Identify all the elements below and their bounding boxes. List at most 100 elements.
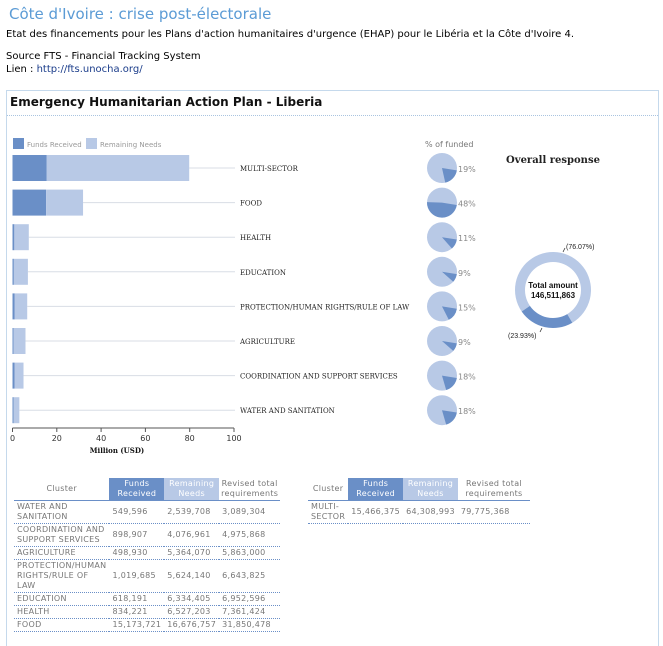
page-description: Etat des financements pour les Plans d'a…: [6, 29, 574, 40]
cell-remaining-needs: 16,676,757: [164, 618, 220, 632]
x-tick-label: 60: [140, 434, 150, 443]
percent-funded-pies: % of funded 19% 48% 11% 9% 15% 9% 18% 18%: [425, 140, 476, 426]
panel-title: Emergency Humanitarian Action Plan - Lib…: [10, 95, 323, 109]
col-remaining-needs: Remaining Needs: [403, 478, 458, 501]
bar-funds-received: [12, 362, 15, 389]
liberia-panel: Emergency Humanitarian Action Plan - Lib…: [6, 90, 659, 646]
cell-remaining-needs: 4,076,961: [164, 523, 220, 547]
cell-cluster: AGRICULTURE: [14, 546, 110, 560]
bar-category-label: HEALTH: [240, 234, 271, 242]
cell-funds-received: 898,907: [109, 523, 165, 547]
cell-remaining-needs: 5,364,070: [164, 546, 220, 560]
legend-label-funds: Funds Received: [27, 141, 82, 149]
bar-category-label: MULTI-SECTOR: [240, 165, 299, 173]
bar-remaining-needs: [13, 258, 28, 285]
table-row: EDUCATION 618,191 6,334,405 6,952,596: [14, 592, 281, 606]
cell-cluster: PROTECTION/HUMAN RIGHTS/RULE OF LAW: [14, 559, 110, 593]
col-funds-received: Funds Received: [348, 478, 404, 501]
cell-cluster: COORDINATION AND SUPPORT SERVICES: [14, 523, 110, 547]
bar-remaining-needs: [13, 328, 26, 354]
clusters-table: Cluster Funds Received Remaining Needs R…: [14, 478, 281, 632]
source-text: Source FTS - Financial Tracking System: [6, 51, 201, 62]
cell-cluster: WATER AND SANITATION: [14, 500, 110, 524]
cell-revised-total: 4,975,868: [219, 523, 281, 547]
cell-funds-received: 549,596: [109, 500, 165, 524]
page-title: Côte d'Ivoire : crise post-électorale: [9, 5, 272, 23]
table-row: PROTECTION/HUMAN RIGHTS/RULE OF LAW 1,019…: [14, 559, 281, 593]
x-tick-label: 20: [52, 434, 62, 443]
cell-revised-total: 5,863,000: [219, 546, 281, 560]
pie-funded-slice: [442, 237, 457, 249]
x-tick-label: 0: [10, 434, 15, 443]
bar-funds-received: [12, 328, 14, 354]
cell-funds-received: 834,221: [109, 605, 165, 619]
col-cluster: Cluster: [308, 478, 349, 501]
donut-center-value: 146,511,863: [531, 291, 576, 300]
cell-revised-total: 3,089,304: [219, 500, 281, 524]
col-revised-total: Revised total requirements: [457, 478, 530, 501]
panel-divider: [7, 115, 658, 116]
x-axis-title: Million (USD): [90, 446, 144, 455]
x-tick-label: 40: [96, 434, 106, 443]
cell-funds-received: 1,019,685: [109, 559, 165, 593]
bar-funds-received: [12, 293, 15, 320]
cell-remaining-needs: 6,334,405: [164, 592, 220, 606]
bar-funds-received: [12, 189, 47, 216]
charts-canvas: Funds Received Remaining Needs MULTI-SECTO…: [10, 138, 600, 455]
overall-response-donut: Overall response (76.07%) (23.93%) Total am…: [506, 155, 600, 340]
bar-remaining-needs: [14, 362, 24, 389]
cell-cluster: HEALTH: [14, 605, 110, 619]
cell-funds-received: 15,173,721: [109, 618, 165, 632]
bar-category-label: PROTECTION/HUMAN RIGHTS/RULE OF LAW: [240, 303, 410, 311]
bar-category-label: WATER AND SANITATION: [240, 407, 335, 415]
bar-remaining-needs: [13, 397, 20, 424]
table-row: COORDINATION AND SUPPORT SERVICES 898,907…: [14, 523, 281, 547]
cell-funds-received: 15,466,375: [348, 500, 404, 524]
donut-slice-funded: [521, 305, 573, 328]
cell-remaining-needs: 2,539,708: [164, 500, 220, 524]
bar-category-label: FOOD: [240, 200, 262, 208]
bar-category-label: COORDINATION AND SUPPORT SERVICES: [240, 373, 398, 381]
col-revised-total: Revised total requirements: [219, 478, 281, 501]
cell-revised-total: 7,361,424: [219, 605, 281, 619]
cell-cluster: MULTI-SECTOR: [308, 500, 349, 524]
pie-funded-slice: [442, 306, 457, 320]
cell-revised-total: 6,643,825: [219, 559, 281, 593]
donut-title: Overall response: [506, 155, 600, 166]
bar-category-label: EDUCATION: [240, 269, 286, 277]
donut-leader-remaining: [562, 247, 566, 253]
donut-label-remaining: (76.07%): [566, 244, 594, 251]
pie-percent-label: 15%: [458, 303, 476, 312]
table-row: FOOD 15,173,721 16,676,757 31,850,478: [14, 618, 281, 632]
cell-cluster: EDUCATION: [14, 592, 110, 606]
col-funds-received: Funds Received: [109, 478, 165, 501]
bar-remaining-needs: [14, 293, 28, 320]
pie-percent-label: 18%: [458, 407, 476, 416]
pie-funded-slice: [442, 341, 457, 351]
pie-percent-label: 18%: [458, 373, 476, 382]
cell-remaining-needs: 5,624,140: [164, 559, 220, 593]
pie-percent-label: 9%: [458, 338, 471, 347]
pie-funded-slice: [442, 410, 457, 425]
cell-revised-total: 6,952,596: [219, 592, 281, 606]
legend-label-remaining: Remaining Needs: [100, 141, 162, 149]
pie-percent-label: 48%: [458, 200, 476, 209]
cell-remaining-needs: 64,308,993: [403, 500, 458, 524]
fts-link[interactable]: http://fts.unocha.org/: [36, 64, 143, 75]
donut-label-funded: (23.93%): [508, 333, 536, 340]
table-row: AGRICULTURE 498,930 5,364,070 5,863,000: [14, 546, 281, 560]
pie-funded-slice: [442, 271, 457, 282]
donut-center-label: Total amount: [528, 281, 578, 290]
cell-revised-total: 79,775,368: [457, 500, 530, 524]
pie-funded-slice: [442, 375, 457, 391]
bar-category-label: AGRICULTURE: [239, 338, 295, 346]
col-remaining-needs: Remaining Needs: [164, 478, 220, 501]
table-header-row: Cluster Funds Received Remaining Needs R…: [14, 478, 281, 501]
pie-funded-slice: [442, 168, 457, 183]
bar-remaining-needs: [46, 189, 84, 216]
pie-percent-label: 11%: [458, 234, 476, 243]
bar-funds-received: [12, 224, 15, 251]
pie-percent-label: 19%: [458, 165, 476, 174]
cell-cluster: FOOD: [14, 618, 110, 632]
bar-funds-received: [12, 397, 14, 424]
